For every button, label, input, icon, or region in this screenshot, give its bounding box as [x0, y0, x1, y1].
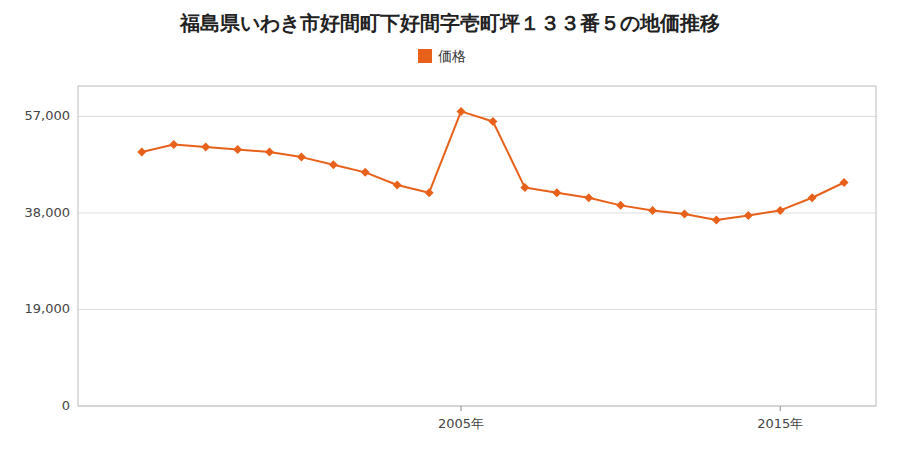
data — [137, 107, 848, 225]
marker — [393, 181, 402, 190]
x-tick-label: 2005年 — [438, 416, 484, 431]
marker — [361, 168, 370, 177]
x-tick-label: 2015年 — [757, 416, 803, 431]
marker — [744, 211, 753, 220]
marker — [425, 188, 434, 197]
legend-swatch — [418, 49, 432, 63]
marker — [233, 145, 242, 154]
marker — [201, 142, 210, 151]
title: 福島県いわき市好間町下好間字壱町坪１３３番５の地価推移 — [179, 11, 720, 35]
marker — [137, 148, 146, 157]
marker — [297, 153, 306, 162]
y-tick-label: 57,000 — [25, 108, 71, 123]
axes: 0 19,000 38,000 57,000 2005年 2015年 — [25, 86, 877, 431]
chart: 福島県いわき市好間町下好間字壱町坪１３３番５の地価推移 0 19,000 38,000… — [0, 0, 900, 450]
legend: 価格 — [418, 48, 466, 64]
plot-frame — [78, 86, 876, 406]
marker — [712, 216, 721, 225]
background — [0, 0, 900, 450]
marker — [680, 210, 689, 219]
x-tick — [780, 406, 781, 411]
marker — [488, 117, 497, 126]
grid — [78, 116, 876, 406]
marker — [648, 206, 657, 215]
line — [142, 111, 844, 220]
marker — [457, 107, 466, 116]
marker — [616, 201, 625, 210]
marker — [840, 178, 849, 187]
y-tick-label: 0 — [62, 398, 70, 413]
y-tick-label: 19,000 — [25, 301, 71, 316]
grid-line — [78, 309, 876, 310]
marker — [265, 148, 274, 157]
marker — [776, 206, 785, 215]
marker — [584, 193, 593, 202]
marker — [808, 193, 817, 202]
y-tick-label: 38,000 — [25, 205, 71, 220]
x-tick — [461, 406, 462, 411]
legend-label: 価格 — [438, 48, 466, 64]
marker — [169, 140, 178, 149]
marker — [552, 188, 561, 197]
marker — [329, 160, 338, 169]
marker — [520, 183, 529, 192]
